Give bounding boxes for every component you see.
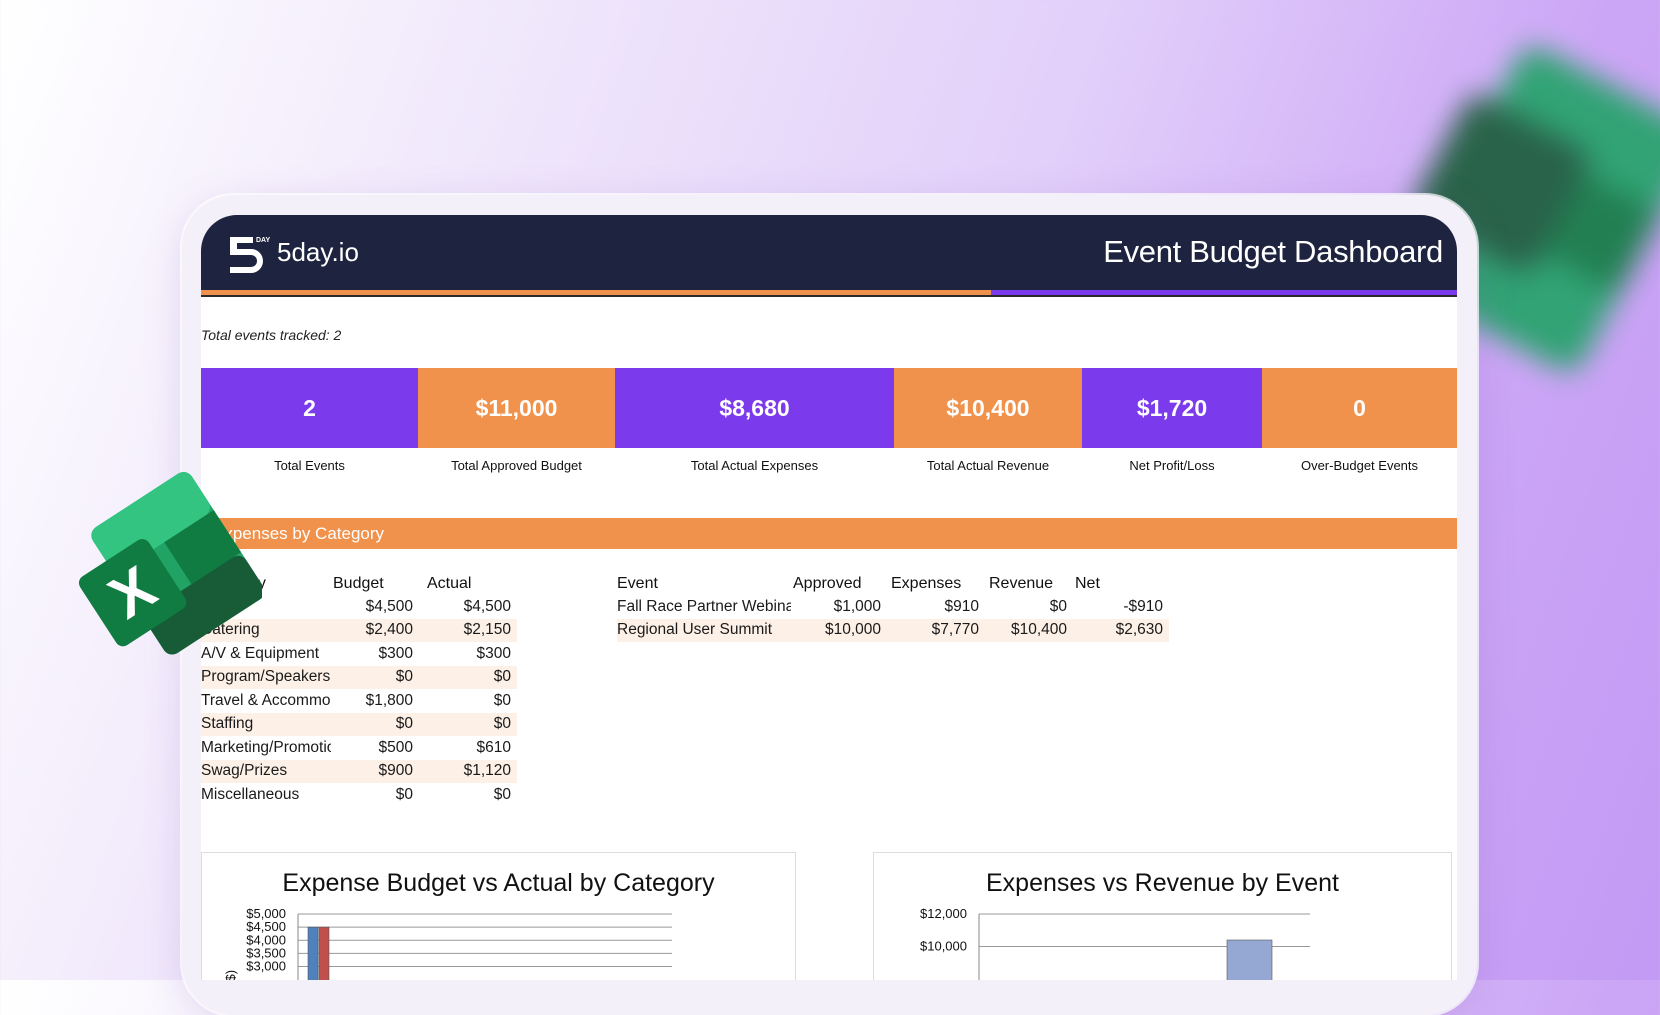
approved-cell: $1,000 xyxy=(833,597,881,615)
kpi-total-approved-budget: $11,000 xyxy=(418,368,615,448)
approved-cell: $10,000 xyxy=(791,618,887,642)
page-title: Event Budget Dashboard xyxy=(1103,234,1443,269)
chart-title-event: Expenses vs Revenue by Event xyxy=(986,869,1339,897)
table-row: Marketing/Promotion $500 $610 xyxy=(201,736,517,760)
table-row: Program/Speakers $0 $0 xyxy=(201,665,517,689)
y-tick-label: $5,000 xyxy=(246,906,286,921)
kpi-label-actual-expenses: Total Actual Expenses xyxy=(690,458,819,473)
kpi-over-budget-events: 0 xyxy=(1262,368,1457,448)
table-row: A/V & Equipment $300 $300 xyxy=(201,642,517,666)
category-cell: Staffing xyxy=(201,712,331,736)
kpi-total-actual-expenses: $8,680 xyxy=(615,368,894,448)
section-header-expenses: Expenses by Category xyxy=(201,518,1457,549)
budget-cell: $0 xyxy=(331,665,419,689)
header-divider xyxy=(201,295,1457,297)
accent-stripe-orange xyxy=(201,290,991,295)
kpi-label-net-profit-loss: Net Profit/Loss xyxy=(1129,458,1215,473)
category-cell: A/V & Equipment xyxy=(201,644,320,662)
actual-cell: $2,150 xyxy=(419,618,517,642)
bar xyxy=(1226,939,1273,980)
brand-name: 5day.io xyxy=(277,237,359,267)
kpi-label-total-events: Total Events xyxy=(274,458,345,473)
table-row: Staffing $0 $0 xyxy=(201,712,517,736)
expenses-cell: $910 xyxy=(944,597,979,615)
budget-cell: $4,500 xyxy=(365,597,413,615)
actual-cell: $0 xyxy=(419,665,517,689)
actual-cell: $0 xyxy=(493,785,511,803)
table-row: Catering $2,400 $2,150 xyxy=(201,618,517,642)
net-cell: -$910 xyxy=(1123,597,1163,615)
net-cell: $2,630 xyxy=(1073,618,1169,642)
table-row: Swag/Prizes $900 $1,120 xyxy=(201,759,517,783)
table-row: Regional User Summit $10,000 $7,770 $10,400… xyxy=(617,618,1169,642)
kpi-label-over-budget: Over-Budget Events xyxy=(1300,458,1419,473)
col-header-net: Net xyxy=(1075,575,1100,592)
actual-cell: $1,120 xyxy=(419,759,517,783)
actual-cell: $0 xyxy=(493,691,511,709)
category-cell: Travel & Accommodation xyxy=(201,691,331,709)
chart-category-budget-actual: $5,000$4,500$4,000$3,500$3,000 t ($) xyxy=(223,906,672,980)
events-tracked-note: Total events tracked: 2 xyxy=(201,327,342,343)
category-cell: Marketing/Promotion xyxy=(201,738,331,756)
chart-title-category: Expense Budget vs Actual by Category xyxy=(282,869,715,897)
logo-badge: DAY xyxy=(256,237,270,244)
y-tick-label: $3,500 xyxy=(246,945,286,960)
table-row: Miscellaneous $0 $0 xyxy=(201,783,517,807)
header-bar: DAY 5day.io Event Budget Dashboard xyxy=(201,215,1457,290)
y-axis-label: t ($) xyxy=(223,970,238,980)
revenue-cell: $0 xyxy=(1049,597,1067,615)
kpi-label-actual-revenue: Total Actual Revenue xyxy=(926,458,1050,473)
table-row: Fall Race Partner Webinar $1,000 $910 $0 -$9… xyxy=(617,595,1169,619)
budget-cell: $500 xyxy=(378,738,413,756)
actual-cell: $610 xyxy=(476,738,511,756)
kpi-net-profit-loss: $1,720 xyxy=(1082,368,1262,448)
category-cell: Program/Speakers xyxy=(201,665,331,689)
category-cell: Miscellaneous xyxy=(201,785,300,803)
col-header-approved: Approved xyxy=(793,575,862,592)
event-table: Event Approved Expenses Revenue Net Fall… xyxy=(617,573,1169,642)
kpi-total-events: 2 xyxy=(201,368,418,448)
col-header-expenses: Expenses xyxy=(891,575,962,592)
category-cell: Swag/Prizes xyxy=(201,759,331,783)
5day-logo-icon: DAY xyxy=(230,237,270,273)
kpi-label-approved-budget: Total Approved Budget xyxy=(451,458,582,473)
budget-cell: $0 xyxy=(395,785,413,803)
y-tick-label: $10,000 xyxy=(920,939,967,954)
chart-expenses-revenue-event: $12,000 $10,000 xyxy=(920,906,1310,980)
dashboard-screen: DAY 5day.io Event Budget Dashboard Total… xyxy=(201,215,1457,980)
category-table: Category Budget Actual Venue$4,500$4,500… xyxy=(201,573,517,807)
chart-card-category: Expense Budget vs Actual by Category $5,… xyxy=(201,852,796,980)
budget-cell: $900 xyxy=(331,759,419,783)
bar xyxy=(318,926,330,980)
chart-card-event: Expenses vs Revenue by Event $12,000 $10,… xyxy=(873,852,1452,980)
budget-cell: $0 xyxy=(331,712,419,736)
col-header-event: Event xyxy=(617,575,658,592)
col-header-actual: Actual xyxy=(427,575,472,592)
y-tick-label: $12,000 xyxy=(920,906,967,921)
budget-cell: $300 xyxy=(378,644,413,662)
kpi-row: 2 $11,000 $8,680 $10,400 $1,720 0 xyxy=(201,368,1457,448)
accent-stripe-purple xyxy=(991,290,1457,295)
table-row: Travel & Accommodation $1,800 $0 xyxy=(201,689,517,713)
y-tick-label: $4,500 xyxy=(246,919,286,934)
col-header-budget: Budget xyxy=(333,575,384,592)
expenses-cell: $7,770 xyxy=(887,618,985,642)
event-name-cell: Fall Race Partner Webinar xyxy=(617,597,791,615)
y-tick-label: $3,000 xyxy=(246,959,286,974)
event-name-cell: Regional User Summit xyxy=(617,618,791,642)
budget-cell: $2,400 xyxy=(331,618,419,642)
excel-logo-icon: X xyxy=(78,472,262,655)
y-tick-label: $4,000 xyxy=(246,932,286,947)
col-header-revenue: Revenue xyxy=(989,575,1054,592)
table-header-row: Event Approved Expenses Revenue Net xyxy=(617,573,1169,595)
actual-cell: $4,500 xyxy=(463,597,511,615)
revenue-cell: $10,400 xyxy=(985,618,1073,642)
bar xyxy=(307,926,319,980)
actual-cell: $0 xyxy=(419,712,517,736)
budget-cell: $1,800 xyxy=(365,691,413,709)
actual-cell: $300 xyxy=(476,644,511,662)
kpi-total-actual-revenue: $10,400 xyxy=(894,368,1082,448)
